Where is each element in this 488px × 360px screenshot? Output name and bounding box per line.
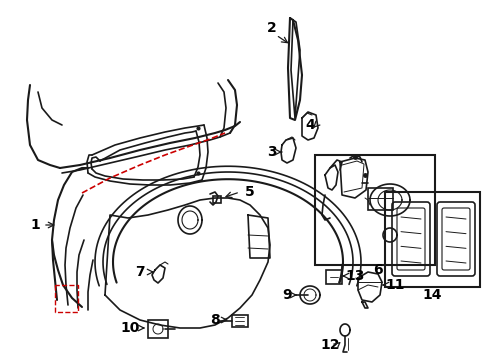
Bar [213, 196, 221, 203]
Text: 2: 2 [266, 21, 276, 35]
Text: 12: 12 [320, 338, 339, 352]
Bar [367, 188, 392, 210]
Text: 10: 10 [120, 321, 140, 335]
Text: 5: 5 [244, 185, 254, 199]
Bar [314, 155, 434, 265]
Bar [231, 315, 247, 327]
Text: 4: 4 [305, 118, 314, 132]
Text: 13: 13 [345, 269, 364, 283]
Text: 9: 9 [282, 288, 291, 302]
Text: 1: 1 [30, 218, 40, 232]
Text: 11: 11 [385, 278, 404, 292]
Bar [325, 270, 341, 284]
Text: 7: 7 [135, 265, 144, 279]
Bar [148, 320, 168, 338]
Text: 14: 14 [421, 288, 441, 302]
Text: 3: 3 [266, 145, 276, 159]
Text: 6: 6 [372, 263, 382, 277]
Text: 8: 8 [210, 313, 220, 327]
Bar [384, 192, 479, 287]
